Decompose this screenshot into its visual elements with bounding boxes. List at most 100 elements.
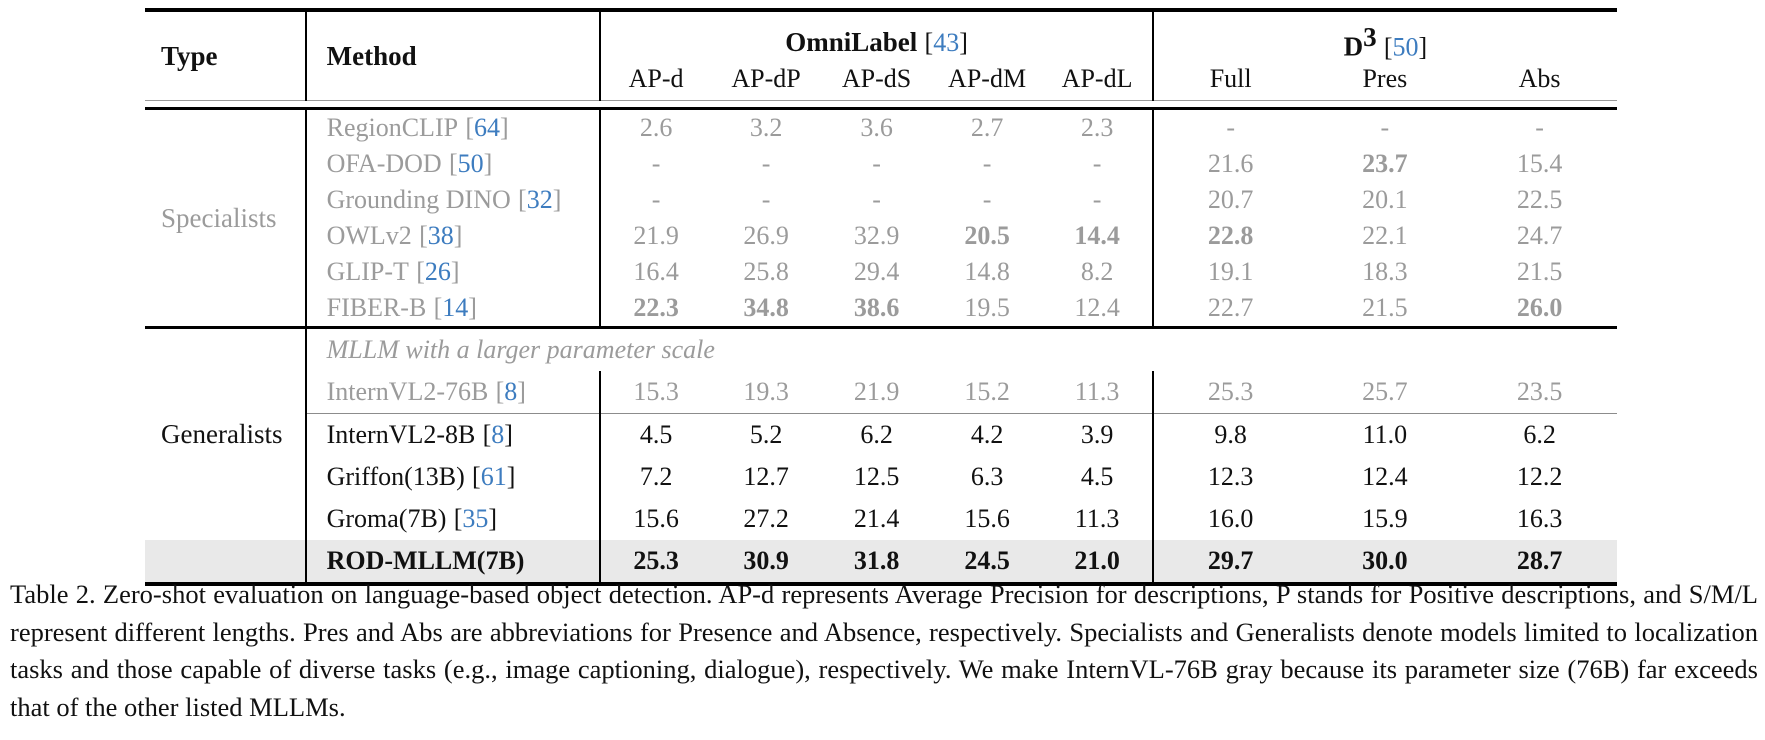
method-cell: RegionCLIP [64] [305, 108, 602, 147]
table-cell: 21.4 [853, 504, 900, 534]
table-cell: 32.9 [853, 221, 900, 251]
table-cell: 15.9 [1362, 504, 1408, 534]
table-cell: 21.5 [1516, 257, 1563, 287]
table-cell: 3.9 [1042, 413, 1154, 457]
table-cell: 6.2 [821, 413, 932, 457]
d3-title: D [1343, 31, 1364, 62]
col-header-full: Full [1209, 64, 1252, 94]
table-cell: - [1042, 182, 1154, 219]
table-cell: 16.4 [633, 257, 679, 287]
table-cell: 29.4 [853, 257, 900, 287]
table-cell: 12.3 [1207, 462, 1254, 492]
method-name: InternVL2-8B [326, 420, 476, 450]
citation-link[interactable]: 35 [462, 504, 489, 534]
citation-link[interactable]: 8 [491, 420, 505, 450]
citation-link[interactable]: 8 [504, 377, 518, 407]
cite-open-bracket: [ [518, 185, 527, 215]
col-header-type: Type [145, 8, 307, 101]
table-cell: 23.5 [1516, 377, 1563, 407]
table-cell: - [761, 185, 771, 215]
col-header-ap-dp: AP-dP [731, 64, 801, 94]
table-cell: 15.6 [633, 504, 679, 534]
table-row: InternVL2-8B [8] 4.5 5.2 6.2 4.2 3.9 9.8 … [145, 413, 1617, 457]
cite-open-bracket: [ [1383, 32, 1393, 62]
results-table: Type Method OmniLabel [43] D3 [50] AP-d AP… [145, 8, 1617, 587]
table-cell: 27.2 [743, 504, 789, 534]
omnilabel-citation-link[interactable]: 43 [933, 27, 960, 57]
table-cell: 20.1 [1362, 185, 1408, 215]
citation-link[interactable]: 32 [526, 185, 553, 215]
header-divider-row [145, 100, 1617, 111]
table-cell: 25.8 [743, 257, 789, 287]
col-header-ap-d: AP-d [628, 64, 684, 94]
table-cell: 5.2 [710, 413, 822, 457]
table-cell: 19.3 [743, 377, 789, 407]
table-cell: 12.4 [1362, 462, 1408, 492]
col-header-ap-ds: AP-dS [841, 64, 912, 94]
cite-open-bracket: [ [495, 377, 505, 407]
table-cell: - [982, 149, 992, 179]
table-cell: 14.8 [964, 257, 1010, 287]
table-cell: 18.3 [1362, 257, 1408, 287]
table-cell: 24.7 [1516, 221, 1563, 251]
citation-link[interactable]: 38 [427, 221, 454, 251]
table-cell: 21.6 [1207, 149, 1254, 179]
table-cell: 14.4 [1042, 218, 1154, 255]
citation-link[interactable]: 61 [480, 462, 507, 492]
table-cell: 20.5 [964, 221, 1010, 251]
omnilabel-title: OmniLabel [785, 26, 918, 57]
table-cell: 3.6 [860, 113, 893, 143]
cite-close-bracket: ] [959, 27, 968, 57]
method-cell: OWLv2 [38] [305, 218, 602, 255]
col-header-pres: Pres [1362, 64, 1408, 94]
table-row: OFA-DOD [50] - - - - - 21.6 23.7 15.4 [145, 146, 1617, 183]
table-cell: 38.6 [853, 293, 900, 323]
table-cell: 22.5 [1516, 185, 1563, 215]
cite-close-bracket: ] [488, 504, 498, 534]
col-header-abs: Abs [1518, 64, 1561, 94]
citation-link[interactable]: 50 [457, 149, 484, 179]
method-cell: Grounding DINO [32] [305, 182, 602, 219]
cite-open-bracket: [ [419, 221, 428, 251]
method-name: GLIP-T [326, 257, 409, 287]
table-header-row-groups: Type Method OmniLabel [43] D3 [50] [145, 8, 1617, 101]
table-cell: 26.9 [743, 221, 789, 251]
table-cell: 21.0 [1042, 540, 1154, 587]
table-caption: Table 2. Zero-shot evaluation on languag… [10, 579, 1758, 722]
col-header-ap-dm: AP-dM [948, 64, 1027, 94]
cite-close-bracket: ] [506, 462, 516, 492]
citation-link[interactable]: 14 [442, 293, 469, 323]
method-cell: OFA-DOD [50] [305, 146, 602, 183]
section-label-generalists: Generalists [145, 326, 307, 541]
table-cell: 19.1 [1207, 257, 1254, 287]
method-name: Groma(7B) [326, 504, 447, 534]
table-cell: 9.8 [1152, 413, 1308, 457]
method-cell: InternVL2-8B [8] [305, 413, 602, 457]
table-cell: - [761, 149, 771, 179]
table-cell: 11.3 [1042, 371, 1154, 414]
table-cell: 15.3 [633, 377, 679, 407]
citation-link[interactable]: 26 [424, 257, 451, 287]
method-cell: ROD-MLLM(7B) [305, 540, 602, 587]
d3-citation-link[interactable]: 50 [1392, 32, 1419, 62]
table-cell: 12.4 [1042, 290, 1154, 328]
table-cell: 34.8 [743, 293, 789, 323]
method-cell: Groma(7B) [35] [305, 498, 602, 541]
table-cell: 16.3 [1516, 504, 1563, 534]
table-cell: 26.0 [1516, 293, 1563, 323]
method-name: OFA-DOD [326, 149, 442, 179]
table-cell: 24.5 [931, 540, 1043, 587]
citation-link[interactable]: 64 [474, 113, 500, 143]
d3-superscript: 3 [1363, 22, 1377, 52]
table-cell: 2.6 [639, 113, 673, 143]
table-cell: 4.5 [1042, 456, 1154, 499]
table-cell: 6.2 [1462, 413, 1617, 457]
table-cell: 29.7 [1152, 540, 1308, 587]
method-name: OWLv2 [326, 221, 412, 251]
table-cell: 16.0 [1207, 504, 1254, 534]
table-cell: - [872, 149, 881, 179]
table-cell: 30.9 [710, 540, 822, 587]
table-row: Griffon(13B) [61] 7.2 12.7 12.5 6.3 4.5 1… [145, 456, 1617, 499]
col-header-ap-dl: AP-dL [1042, 62, 1154, 101]
cite-close-bracket: ] [504, 420, 513, 450]
